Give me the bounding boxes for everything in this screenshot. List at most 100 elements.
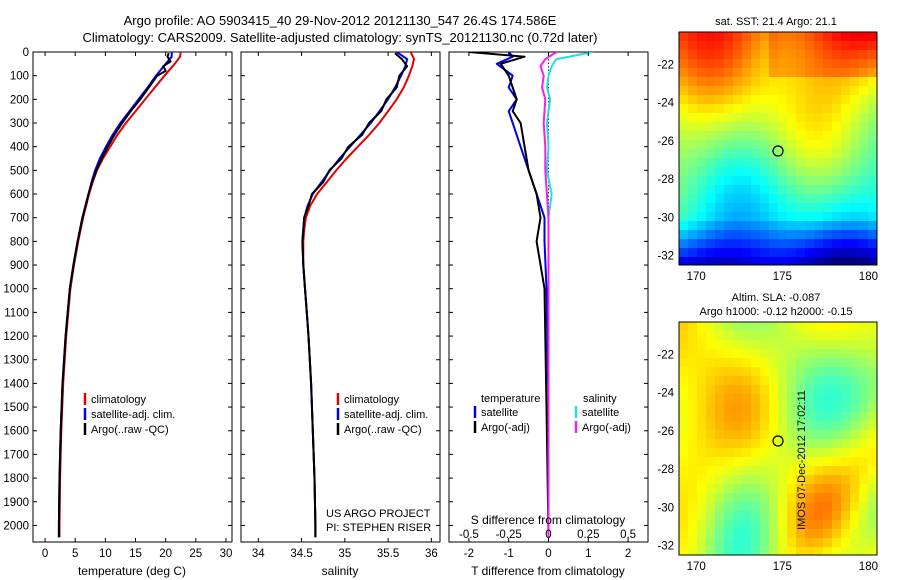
- map-cell: [769, 203, 778, 212]
- map-cell: [742, 358, 751, 367]
- lon-tick-label: 180: [859, 271, 878, 283]
- map-cell: [715, 113, 724, 122]
- map-cell: [715, 158, 724, 167]
- map-cell: [859, 248, 868, 257]
- map-cell: [868, 448, 877, 457]
- map-cell: [697, 538, 706, 547]
- map-cell: [859, 149, 868, 158]
- map-cell: [760, 322, 769, 331]
- map-cell: [787, 59, 796, 68]
- map-cell: [805, 122, 814, 131]
- map-cell: [688, 439, 697, 448]
- map-cell: [832, 394, 841, 403]
- map-cell: [850, 131, 859, 140]
- map-cell: [832, 385, 841, 394]
- map-cell: [796, 176, 805, 185]
- map-cell: [706, 221, 715, 230]
- map-cell: [796, 158, 805, 167]
- map-cell: [859, 403, 868, 412]
- map-cell: [742, 439, 751, 448]
- map-cell: [814, 403, 823, 412]
- map-cell: [679, 176, 688, 185]
- map-cell: [751, 421, 760, 430]
- map-cell: [787, 149, 796, 158]
- map-cell: [760, 385, 769, 394]
- map-cell: [850, 41, 859, 50]
- map-cell: [742, 212, 751, 221]
- map-cell: [715, 68, 724, 77]
- map-cell: [850, 158, 859, 167]
- map-cell: [823, 194, 832, 203]
- map-cell: [733, 421, 742, 430]
- map-cell: [814, 385, 823, 394]
- map-cell: [733, 376, 742, 385]
- map-cell: [850, 194, 859, 203]
- figure-title-line2: Climatology: CARS2009. Satellite-adjuste…: [82, 30, 598, 45]
- map-cell: [706, 412, 715, 421]
- map-cell: [724, 158, 733, 167]
- map-cell: [769, 430, 778, 439]
- sla-map-frame: [678, 321, 878, 556]
- map-cell: [751, 322, 760, 331]
- map-cell: [706, 502, 715, 511]
- map-cell: [706, 203, 715, 212]
- map-cell: [742, 68, 751, 77]
- map-cell: [697, 68, 706, 77]
- map-cell: [859, 430, 868, 439]
- map-cell: [715, 412, 724, 421]
- map-cell: [724, 547, 733, 555]
- map-cell: [724, 322, 733, 331]
- map-cell: [751, 131, 760, 140]
- depth-tick-label: 2000: [3, 520, 29, 532]
- map-cell: [814, 547, 823, 555]
- legend-argo: Argo(..raw -QC): [91, 424, 169, 436]
- map-cell: [733, 367, 742, 376]
- map-cell: [850, 403, 859, 412]
- map-cell: [805, 367, 814, 376]
- map-cell: [778, 131, 787, 140]
- map-cell: [706, 131, 715, 140]
- map-cell: [850, 421, 859, 430]
- map-cell: [688, 140, 697, 149]
- map-cell: [796, 113, 805, 122]
- map-cell: [706, 77, 715, 86]
- legend-satellite-adj: satellite-adj. clim.: [344, 409, 428, 421]
- map-cell: [805, 448, 814, 457]
- map-cell: [841, 122, 850, 131]
- map-cell: [823, 331, 832, 340]
- map-cell: [751, 122, 760, 131]
- depth-tick-label: 1600: [3, 426, 29, 438]
- map-cell: [742, 221, 751, 230]
- map-cell: [679, 529, 688, 538]
- map-cell: [778, 466, 787, 475]
- map-cell: [715, 95, 724, 104]
- map-cell: [805, 239, 814, 248]
- map-cell: [760, 32, 769, 41]
- map-cell: [715, 331, 724, 340]
- map-cell: [805, 376, 814, 385]
- map-cell: [850, 466, 859, 475]
- map-cell: [715, 230, 724, 239]
- map-cell: [832, 194, 841, 203]
- map-cell: [724, 86, 733, 95]
- map-cell: [841, 484, 850, 493]
- map-cell: [706, 430, 715, 439]
- map-cell: [805, 385, 814, 394]
- map-cell: [832, 430, 841, 439]
- map-cell: [760, 77, 769, 86]
- map-cell: [697, 340, 706, 349]
- map-cell: [832, 520, 841, 529]
- map-cell: [850, 412, 859, 421]
- map-cell: [769, 50, 778, 59]
- map-cell: [787, 484, 796, 493]
- map-cell: [706, 176, 715, 185]
- map-cell: [778, 95, 787, 104]
- map-cell: [751, 520, 760, 529]
- salinity-panel-frame: [240, 51, 441, 543]
- map-cell: [850, 385, 859, 394]
- map-cell: [805, 484, 814, 493]
- map-cell: [733, 331, 742, 340]
- map-cell: [706, 520, 715, 529]
- map-cell: [805, 68, 814, 77]
- map-cell: [769, 32, 778, 41]
